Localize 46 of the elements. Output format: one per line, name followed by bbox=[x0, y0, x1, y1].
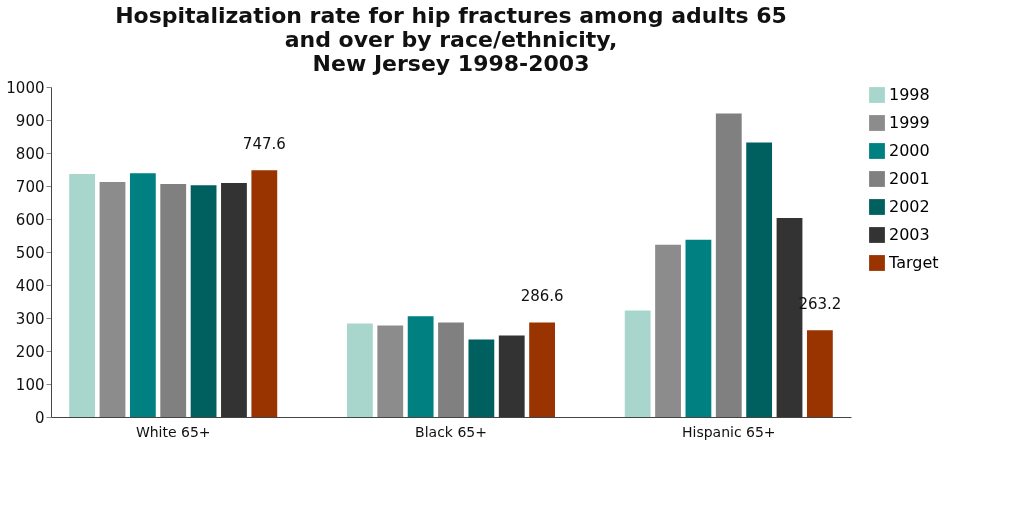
bar bbox=[160, 184, 187, 417]
legend-label: Target bbox=[888, 253, 939, 272]
bar bbox=[347, 323, 373, 417]
bar bbox=[129, 173, 156, 417]
bar bbox=[190, 185, 217, 417]
y-tick-label: 300 bbox=[15, 309, 45, 328]
y-tick-label: 600 bbox=[15, 210, 45, 229]
y-tick-label: 700 bbox=[15, 177, 45, 196]
y-tick-label: 200 bbox=[15, 342, 45, 361]
y-tick-label: 1000 bbox=[6, 78, 45, 97]
bar bbox=[377, 325, 404, 417]
bar bbox=[438, 322, 464, 417]
legend-label: 2001 bbox=[889, 169, 930, 188]
bar bbox=[715, 113, 742, 417]
data-label: 286.6 bbox=[520, 287, 564, 306]
y-tick-label: 0 bbox=[34, 408, 45, 427]
bar bbox=[806, 330, 833, 417]
x-tick-label: Black 65+ bbox=[415, 423, 487, 440]
data-label: 747.6 bbox=[242, 135, 286, 154]
y-tick-label: 400 bbox=[15, 276, 45, 295]
bar bbox=[498, 335, 525, 417]
legend-label: 2000 bbox=[889, 141, 930, 160]
bar bbox=[99, 182, 126, 417]
y-tick-label: 800 bbox=[15, 144, 45, 163]
legend-label: 2003 bbox=[889, 225, 930, 244]
bar bbox=[624, 310, 651, 417]
x-tick-label: Hispanic 65+ bbox=[681, 423, 776, 440]
bar bbox=[529, 322, 555, 417]
y-tick-label: 500 bbox=[15, 243, 45, 262]
legend-label: 2002 bbox=[889, 197, 930, 216]
legend-label: 1999 bbox=[889, 113, 930, 132]
bar bbox=[221, 183, 247, 417]
bar bbox=[685, 239, 712, 417]
text: New Jersey 1998-2003 bbox=[312, 51, 590, 76]
text: Hospitalization rate for hip fractures among adults 65 bbox=[115, 3, 787, 28]
y-tick-label: 100 bbox=[15, 375, 45, 394]
x-tick-label: White 65+ bbox=[135, 423, 211, 440]
bar bbox=[251, 170, 278, 417]
bar bbox=[746, 142, 773, 417]
bar bbox=[69, 174, 96, 417]
bar bbox=[468, 339, 495, 417]
y-tick-label: 900 bbox=[15, 111, 45, 130]
text: and over by race/ethnicity, bbox=[284, 27, 618, 52]
legend-label: 1998 bbox=[889, 85, 930, 104]
bar bbox=[655, 244, 681, 417]
bar bbox=[407, 316, 434, 417]
